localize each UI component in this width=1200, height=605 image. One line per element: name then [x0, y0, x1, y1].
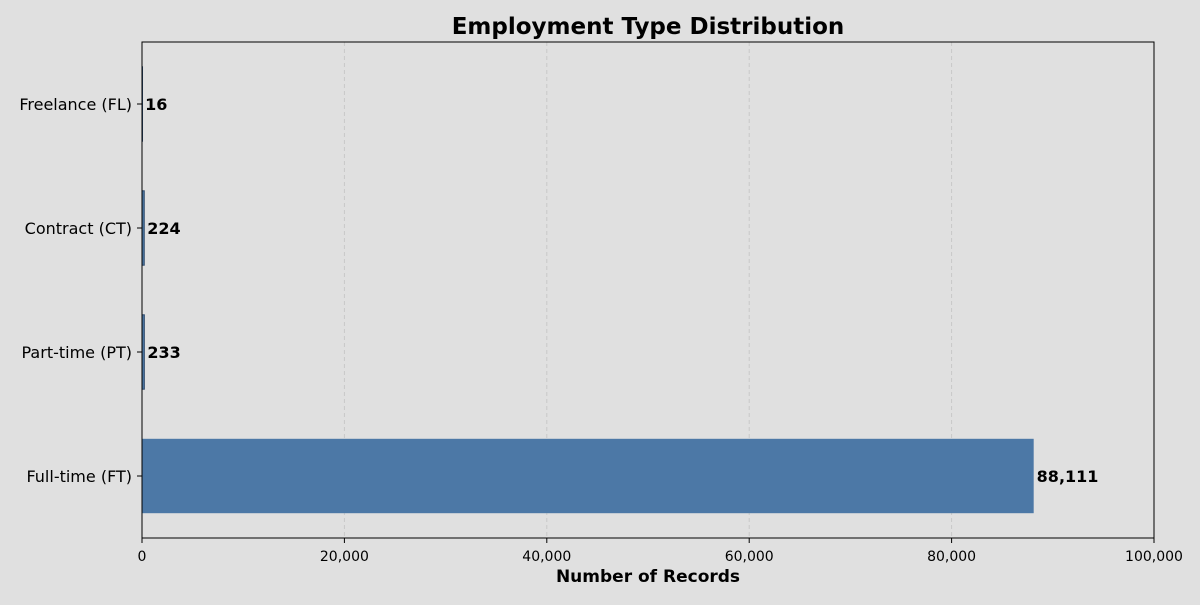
x-tick-label: 20,000	[320, 549, 369, 565]
bar-value-label: 16	[145, 95, 167, 114]
x-tick-label: 80,000	[927, 549, 976, 565]
x-tick-label: 100,000	[1125, 549, 1183, 565]
x-tick-label: 40,000	[522, 549, 571, 565]
y-axis-ticks: Full-time (FT) Part-time (PT) Contract (CT…	[19, 95, 142, 486]
bar-value-label: 224	[147, 219, 180, 238]
x-tick-label: 60,000	[725, 549, 774, 565]
bars	[141, 66, 1034, 514]
x-axis-ticks: 0 20,000 40,000 60,000 80,000 100,000	[138, 538, 1183, 565]
y-tick-label: Part-time (PT)	[22, 343, 133, 362]
y-tick-label: Contract (CT)	[25, 219, 132, 238]
y-tick-label: Full-time (FT)	[26, 467, 132, 486]
bar-value-label: 88,111	[1037, 467, 1099, 486]
plot-area-frame	[141, 41, 1155, 539]
y-tick-label: Freelance (FL)	[19, 95, 132, 114]
x-tick-label: 0	[138, 549, 147, 565]
x-axis-label: Number of Records	[556, 567, 740, 587]
bar-value-label: 233	[147, 343, 180, 362]
bar-value-labels: 88,111 233 224 16	[145, 95, 1098, 486]
bar	[142, 438, 1034, 514]
chart-title: Employment Type Distribution	[452, 14, 845, 40]
